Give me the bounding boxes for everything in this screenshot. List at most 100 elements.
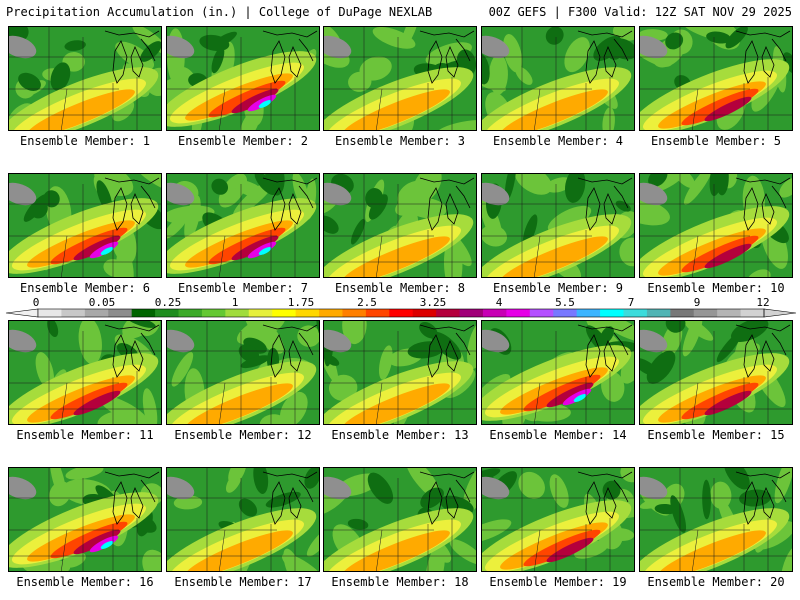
- ensemble-member-map[interactable]: [8, 26, 162, 131]
- state-borders: [167, 321, 319, 424]
- ensemble-member-map[interactable]: [166, 26, 320, 131]
- ensemble-member-map[interactable]: [8, 467, 162, 572]
- ensemble-member-map[interactable]: [639, 320, 793, 425]
- precip-contour: [342, 89, 450, 130]
- precip-map-image: [324, 27, 476, 130]
- colorbar-swatch: [670, 309, 695, 317]
- ensemble-member-map[interactable]: [639, 26, 793, 131]
- precip-contour: [522, 214, 538, 247]
- precip-contour: [350, 218, 366, 245]
- precip-contour: [706, 31, 731, 44]
- colorbar-swatch: [412, 309, 437, 317]
- ensemble-member-map[interactable]: [639, 173, 793, 278]
- precip-contour: [431, 331, 462, 360]
- state-borders: [9, 321, 161, 424]
- colorbar-swatch: [717, 309, 742, 317]
- colorbar-swatch: [459, 309, 484, 317]
- precip-contour: [504, 174, 516, 201]
- precip-contour: [774, 468, 792, 504]
- precip-contour: [602, 480, 621, 500]
- precip-contour: [436, 120, 476, 130]
- precip-contour: [316, 321, 319, 337]
- precip-contour: [324, 476, 352, 500]
- precip-contour: [658, 530, 766, 571]
- state-borders: [167, 27, 319, 130]
- ensemble-member-map[interactable]: [481, 26, 635, 131]
- ensemble-member-map[interactable]: [481, 467, 635, 572]
- precip-contour: [523, 529, 601, 567]
- precip-contour: [665, 321, 686, 333]
- ensemble-member-map[interactable]: [8, 320, 162, 425]
- state-borders: [324, 321, 476, 424]
- great-lakes-outline: [735, 177, 791, 231]
- colorbar-swatch: [155, 309, 180, 317]
- precip-contour: [545, 27, 564, 45]
- precip-contour: [564, 37, 590, 73]
- precip-contour: [238, 498, 258, 517]
- colorbar-swatch: [295, 309, 320, 317]
- ensemble-member-map[interactable]: [8, 173, 162, 278]
- great-lakes-outline: [104, 30, 160, 84]
- precip-contour: [167, 329, 195, 353]
- ensemble-member-map[interactable]: [323, 467, 477, 572]
- precip-contour: [9, 329, 37, 353]
- ensemble-member-map[interactable]: [639, 467, 793, 572]
- precip-contour: [482, 35, 510, 59]
- colorbar-swatch: [342, 309, 367, 317]
- colorbar-tick-label: 4: [496, 296, 503, 309]
- state-borders: [640, 321, 792, 424]
- state-borders: [324, 27, 476, 130]
- colorbar-swatch: [225, 309, 250, 317]
- great-lakes-outline: [419, 177, 475, 231]
- colorbar-right-arrow: [763, 308, 797, 318]
- precip-contour: [171, 352, 194, 387]
- precip-contour: [73, 235, 121, 261]
- precip-contour: [715, 174, 729, 196]
- ensemble-member-label: Ensemble Member: 15: [647, 428, 785, 442]
- colorbar-swatch: [84, 309, 109, 317]
- ensemble-member-map[interactable]: [323, 26, 477, 131]
- great-lakes-outline: [262, 324, 318, 378]
- precip-map-image: [9, 27, 161, 130]
- ensemble-member-label: Ensemble Member: 6: [19, 281, 151, 295]
- colorbar-tick-label: 7: [628, 296, 635, 309]
- precip-contour: [208, 80, 286, 118]
- precip-contour: [297, 325, 319, 347]
- precip-contour: [482, 53, 490, 85]
- precip-contour: [500, 236, 608, 277]
- precip-contour: [523, 374, 601, 412]
- precip-contour: [443, 235, 463, 277]
- precip-contour: [482, 519, 512, 544]
- ensemble-member-map[interactable]: [323, 320, 477, 425]
- precip-contour: [725, 27, 748, 49]
- precip-contour: [167, 35, 195, 59]
- state-borders: [640, 174, 792, 277]
- colorbar-outline: [37, 308, 765, 318]
- colorbar-swatch: [178, 309, 203, 317]
- colorbar-swatch: [693, 309, 718, 317]
- ensemble-member-map[interactable]: [481, 320, 635, 425]
- precip-contour: [50, 382, 128, 420]
- precip-contour: [514, 174, 552, 195]
- ensemble-member-label: Ensemble Member: 13: [331, 428, 469, 442]
- precip-contour: [258, 247, 272, 255]
- colorbar-swatch: [272, 309, 297, 317]
- precip-map-image: [324, 174, 476, 277]
- colorbar-swatch: [248, 309, 273, 317]
- precip-contour: [367, 472, 394, 504]
- state-borders: [482, 468, 634, 571]
- ensemble-member-map[interactable]: [481, 173, 635, 278]
- precip-contour: [100, 541, 114, 549]
- great-lakes-outline: [735, 30, 791, 84]
- precip-contour: [365, 188, 384, 209]
- precip-contour: [324, 35, 352, 59]
- ensemble-member-label: Ensemble Member: 8: [334, 281, 466, 295]
- precip-contour: [746, 269, 771, 277]
- precip-contour: [258, 100, 272, 108]
- state-borders: [482, 174, 634, 277]
- precip-map-image: [9, 468, 161, 571]
- ensemble-member-map[interactable]: [166, 467, 320, 572]
- ensemble-member-map[interactable]: [166, 173, 320, 278]
- ensemble-member-map[interactable]: [166, 320, 320, 425]
- ensemble-member-map[interactable]: [323, 173, 477, 278]
